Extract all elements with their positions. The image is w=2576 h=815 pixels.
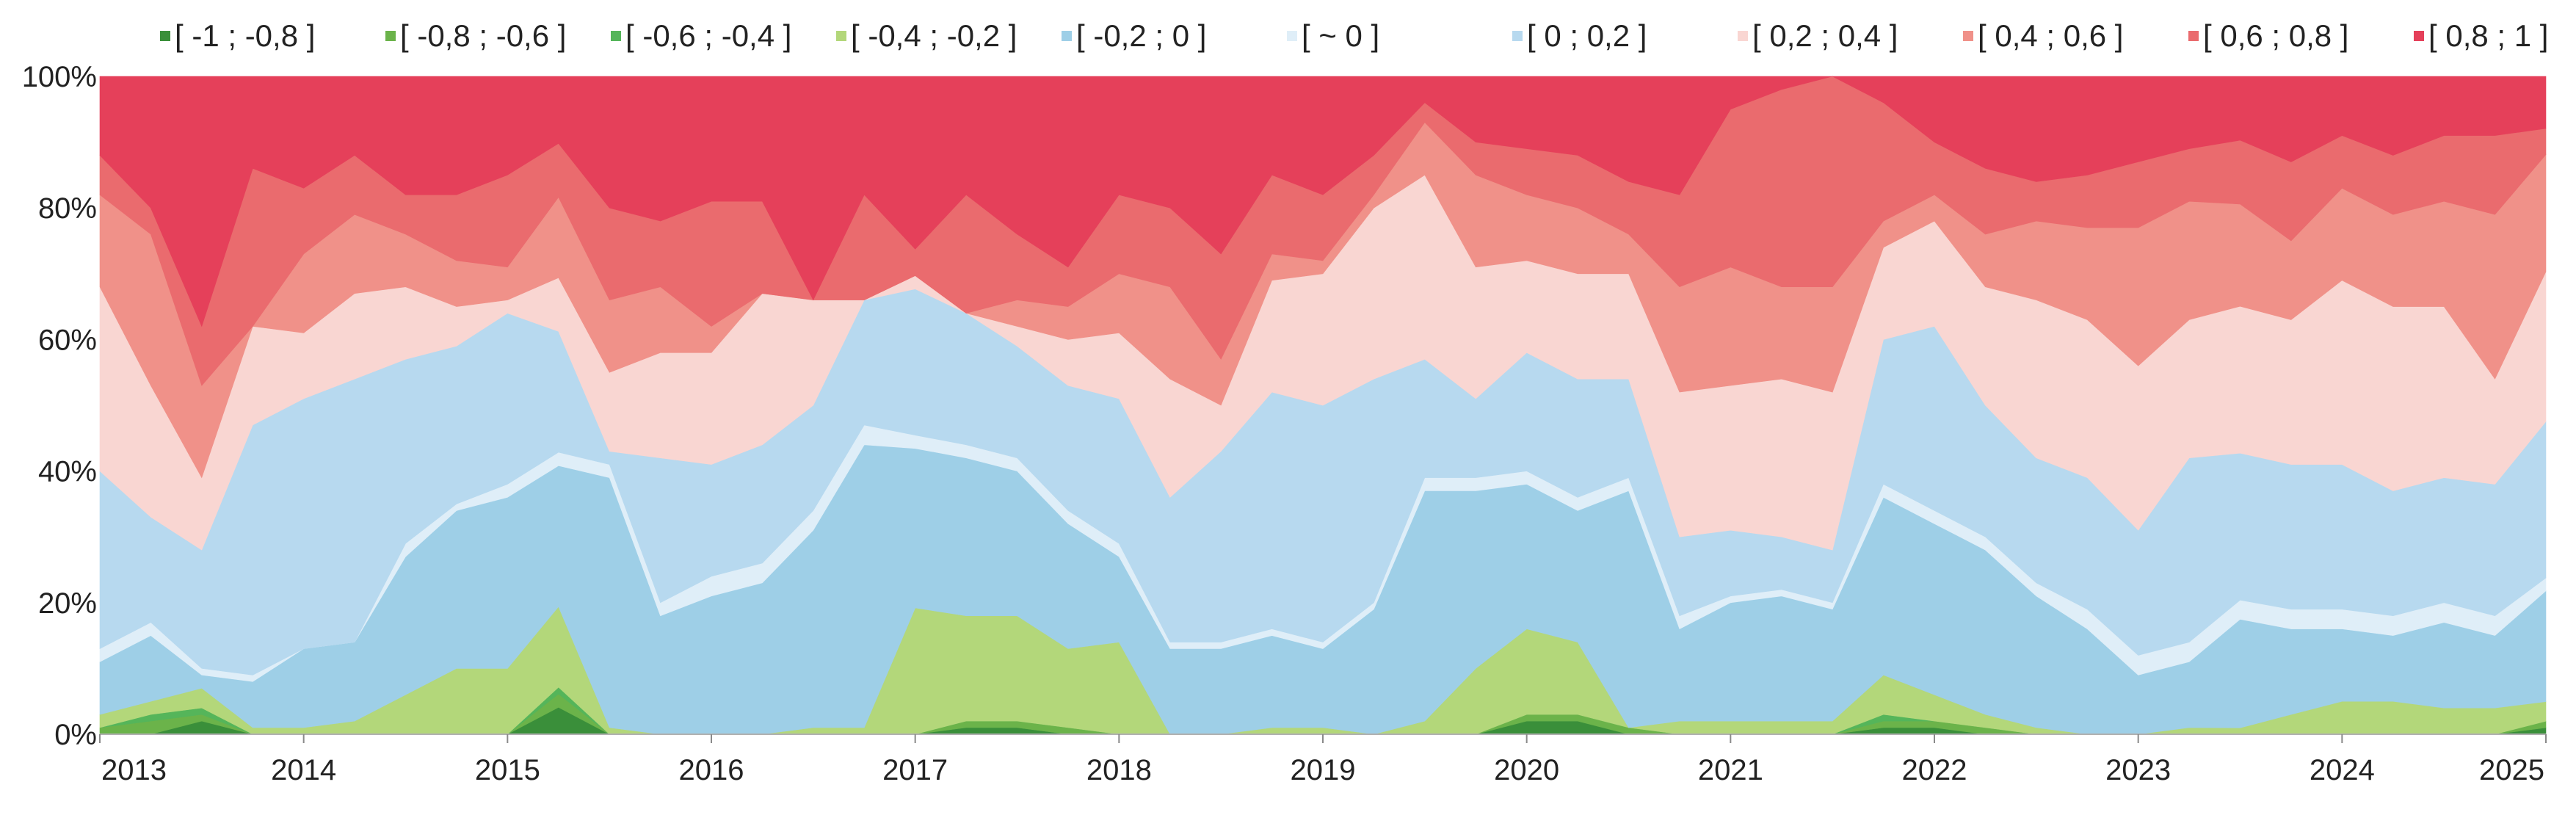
legend-item: [ 0,8 ; 1 ] (2414, 10, 2548, 62)
legend-label: [ 0,6 ; 0,8 ] (2203, 18, 2349, 53)
x-tick-label: 2015 (475, 754, 540, 786)
legend-swatch (2188, 31, 2199, 41)
legend-label: [ -0,4 ; -0,2 ] (851, 18, 1017, 53)
legend-item: [ 0 ; 0,2 ] (1512, 10, 1647, 62)
legend-swatch (1512, 31, 1523, 41)
y-tick-label: 40% (38, 456, 97, 488)
x-tick-label: 2013 (101, 754, 167, 786)
legend-swatch (1963, 31, 1973, 41)
axes: 0% 20% 40% 60% 80% 100% 2013 2014 2015 2016 2017 20… (22, 61, 2547, 786)
legend-swatch (2414, 31, 2424, 41)
legend-swatch (160, 31, 170, 41)
y-tick-label: 20% (38, 587, 97, 620)
legend-item: [ -0,8 ; -0,6 ] (385, 10, 566, 62)
y-tick-label: 60% (38, 324, 97, 356)
legend-item: [ -0,4 ; -0,2 ] (836, 10, 1017, 62)
legend-label: [ 0,8 ; 1 ] (2428, 18, 2549, 53)
x-tick-label: 2019 (1291, 754, 1356, 786)
legend-label: [ -0,8 ; -0,6 ] (400, 18, 567, 53)
x-tick-label: 2021 (1698, 754, 1763, 786)
legend-item: [ -0,6 ; -0,4 ] (611, 10, 791, 62)
legend: [ -1 ; -0,8 ] [ -0,8 ; -0,6 ] [ -0,6 ; -0,… (0, 10, 2576, 62)
x-tick-label: 2022 (1902, 754, 1967, 786)
x-tick-label: 2016 (679, 754, 744, 786)
legend-swatch (836, 31, 846, 41)
legend-label: [ -0,2 ; 0 ] (1076, 18, 1207, 53)
x-tick-label: 2023 (2105, 754, 2171, 786)
x-tick-label: 2025 (2479, 754, 2544, 786)
legend-label: [ 0,2 ; 0,4 ] (1752, 18, 1898, 53)
legend-item: [ -0,2 ; 0 ] (1062, 10, 1206, 62)
x-tick-label: 2018 (1086, 754, 1152, 786)
y-tick-label: 100% (22, 61, 97, 93)
y-tick-label: 80% (38, 192, 97, 225)
legend-swatch (1062, 31, 1072, 41)
legend-swatch (611, 31, 621, 41)
legend-item: [ ~ 0 ] (1287, 10, 1379, 62)
legend-label: [ -1 ; -0,8 ] (175, 18, 316, 53)
x-tick-label: 2014 (271, 754, 336, 786)
legend-label: [ ~ 0 ] (1302, 18, 1380, 53)
area-layers (99, 76, 2547, 735)
legend-label: [ 0 ; 0,2 ] (1527, 18, 1647, 53)
legend-label: [ 0,4 ; 0,6 ] (1978, 18, 2124, 53)
x-tick-label: 2020 (1494, 754, 1559, 786)
legend-swatch (1738, 31, 1748, 41)
legend-label: [ -0,6 ; -0,4 ] (625, 18, 792, 53)
legend-item: [ 0,4 ; 0,6 ] (1963, 10, 2123, 62)
legend-swatch (385, 31, 396, 41)
area-series-10 (99, 76, 2547, 327)
x-tick-label: 2024 (2310, 754, 2375, 786)
x-tick-label: 2017 (882, 754, 948, 786)
legend-swatch (1287, 31, 1297, 41)
legend-item: [ -1 ; -0,8 ] (160, 10, 315, 62)
legend-item: [ 0,2 ; 0,4 ] (1738, 10, 1898, 62)
y-tick-label: 0% (54, 719, 97, 751)
legend-item: [ 0,6 ; 0,8 ] (2188, 10, 2348, 62)
